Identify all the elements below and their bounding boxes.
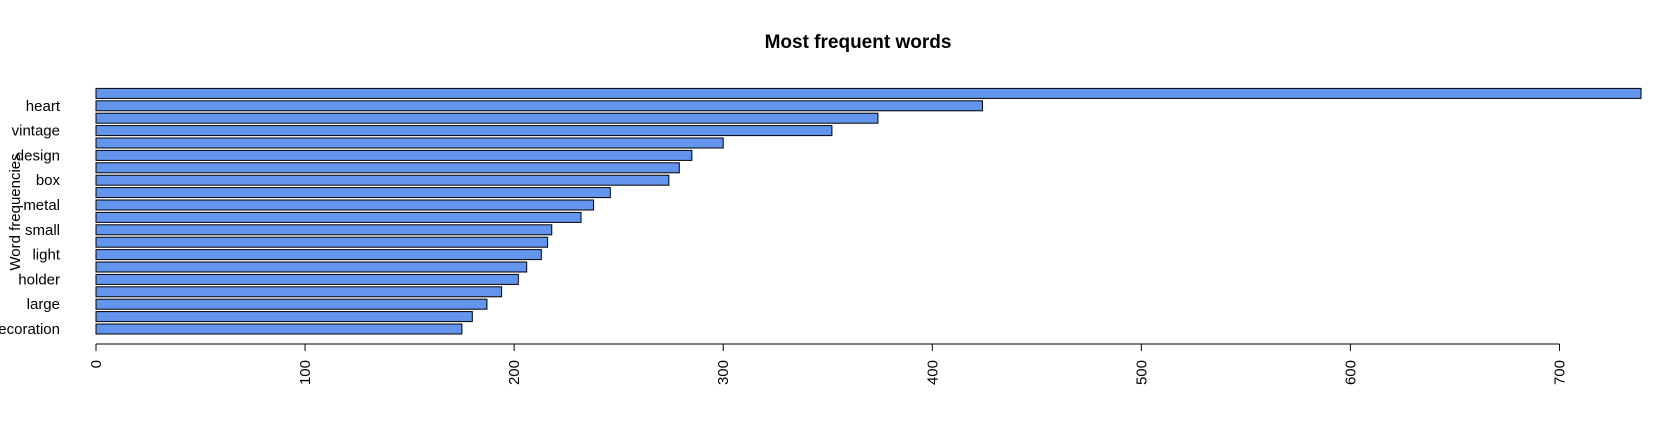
- x-axis: 0 100 200 300 400 500 600 700: [88, 343, 1568, 385]
- x-tick-label: 0: [88, 360, 105, 368]
- category-label: small: [25, 222, 60, 239]
- bar-9: [95, 211, 582, 223]
- x-tick-label: 400: [924, 360, 941, 385]
- bar-2: [95, 298, 488, 310]
- bar-14: [95, 149, 693, 161]
- category-label: holder: [18, 271, 60, 288]
- bar-1: [95, 311, 473, 323]
- bar-3: [95, 286, 503, 298]
- bar-18: [95, 100, 983, 112]
- bar-6: [95, 249, 542, 261]
- bar-19: [95, 87, 1642, 99]
- x-tick-label: 200: [506, 360, 523, 385]
- category-label: decoration: [0, 321, 60, 338]
- chart-title: Most frequent words: [765, 32, 952, 53]
- x-tick-label: 700: [1551, 360, 1568, 385]
- x-tick-label: 100: [297, 360, 314, 385]
- category-label: large: [27, 296, 60, 313]
- x-tick-label: 300: [715, 360, 732, 385]
- bar-15: [95, 137, 724, 149]
- bar-0: [95, 323, 463, 335]
- category-labels: decoration large holder light small metal box d…: [0, 98, 61, 338]
- y-axis-title: Word frequencies: [7, 153, 24, 270]
- bar-4: [95, 273, 519, 285]
- category-label: design: [16, 147, 60, 164]
- category-label: vintage: [12, 123, 60, 140]
- bar-8: [95, 224, 553, 236]
- bar-17: [95, 112, 879, 124]
- x-tick-label: 500: [1133, 360, 1150, 385]
- bar-7: [95, 236, 549, 248]
- bar-5: [95, 261, 528, 273]
- category-label: box: [36, 172, 61, 189]
- bar-12: [95, 174, 670, 186]
- x-tick-label: 600: [1342, 360, 1359, 385]
- category-label: heart: [26, 98, 61, 115]
- bar-16: [95, 125, 833, 137]
- bar-13: [95, 162, 680, 174]
- bars-group: [95, 87, 1642, 335]
- category-label: metal: [23, 197, 60, 214]
- bar-11: [95, 187, 611, 199]
- category-label: light: [32, 247, 60, 264]
- bar-10: [95, 199, 595, 211]
